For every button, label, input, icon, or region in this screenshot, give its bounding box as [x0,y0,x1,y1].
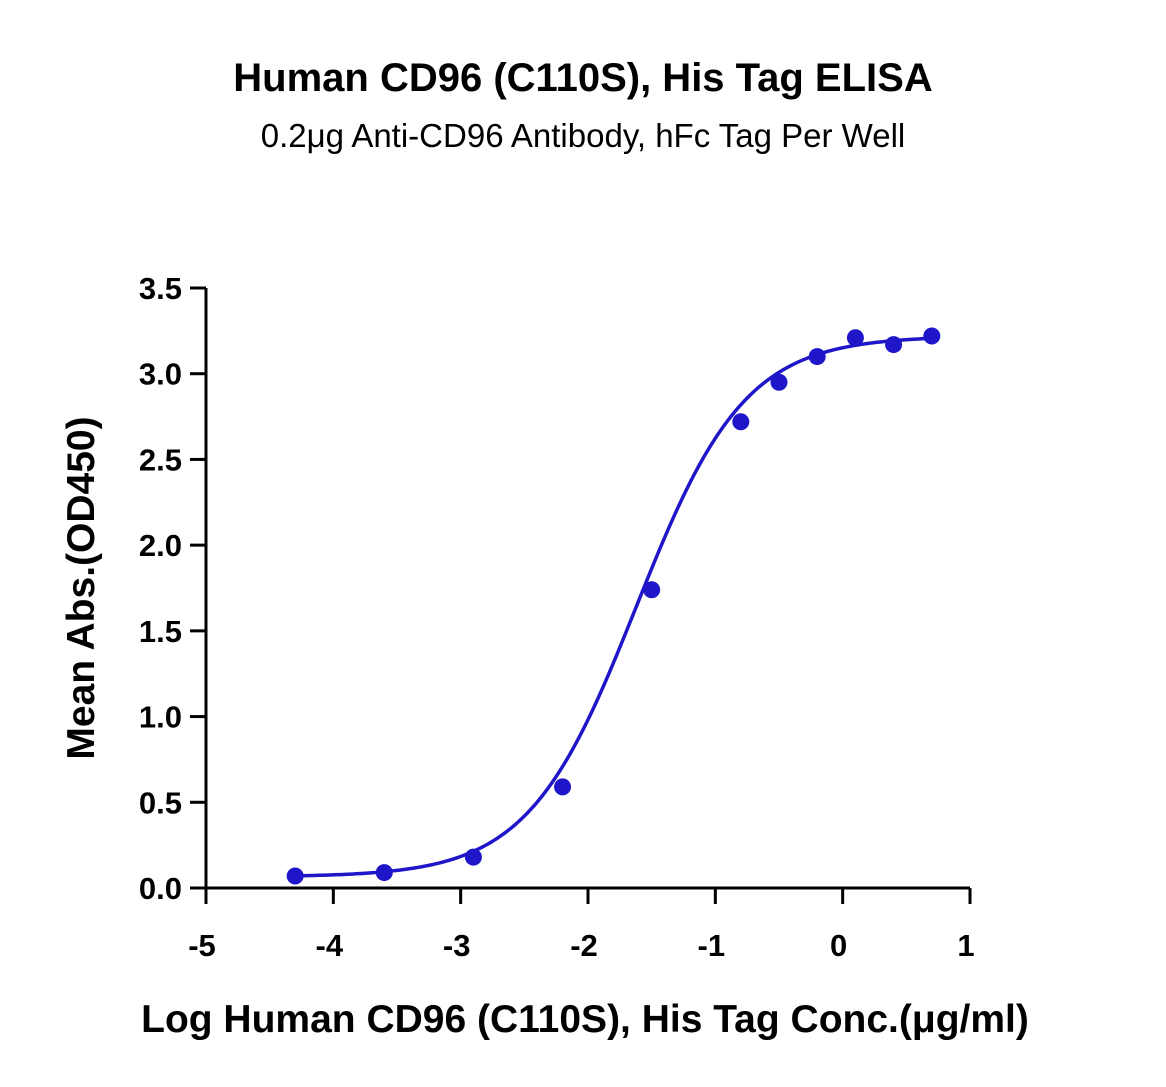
y-tick-label: 2.5 [139,442,182,477]
data-point [375,864,393,882]
y-tick-label: 3.0 [139,357,182,392]
data-point [464,848,482,866]
y-tick-label: 3.5 [139,271,182,306]
data-point [770,373,788,391]
x-tick-label: -1 [698,928,726,963]
data-point [286,867,304,885]
data-point [808,348,826,366]
y-axis-title: Mean Abs.(OD450) [60,416,103,759]
axes: -5 -4 -3 -2 -1 0 1 0.0 0.5 1.0 1.5 2.0 2.5 3.0 3.5 [139,271,975,963]
x-tick-label: -5 [188,928,216,963]
x-axis-title: Log Human CD96 (C110S), His Tag Conc.(μg… [141,998,1029,1041]
fit-curve [295,336,932,878]
y-tick-label: 0.5 [139,785,182,820]
data-points [286,327,941,885]
x-tick-label: -4 [316,928,344,963]
data-point [846,329,864,347]
x-tick-label: -3 [443,928,471,963]
data-point [885,336,903,354]
y-tick-label: 1.5 [139,614,182,649]
chart-title: Human CD96 (C110S), His Tag ELISA [233,56,933,100]
x-tick-label: 0 [830,928,847,963]
x-tick-label: 1 [957,928,974,963]
y-tick-label: 2.0 [139,528,182,563]
chart-subtitle: 0.2μg Anti-CD96 Antibody, hFc Tag Per We… [260,117,906,154]
data-point [732,413,750,431]
fit-curve-group [295,336,932,878]
y-tick-label: 1.0 [139,700,182,735]
y-tick-label: 0.0 [139,871,182,906]
data-point [923,327,941,345]
x-tick-label: -2 [570,928,598,963]
data-point [643,581,661,599]
data-point [554,778,572,796]
